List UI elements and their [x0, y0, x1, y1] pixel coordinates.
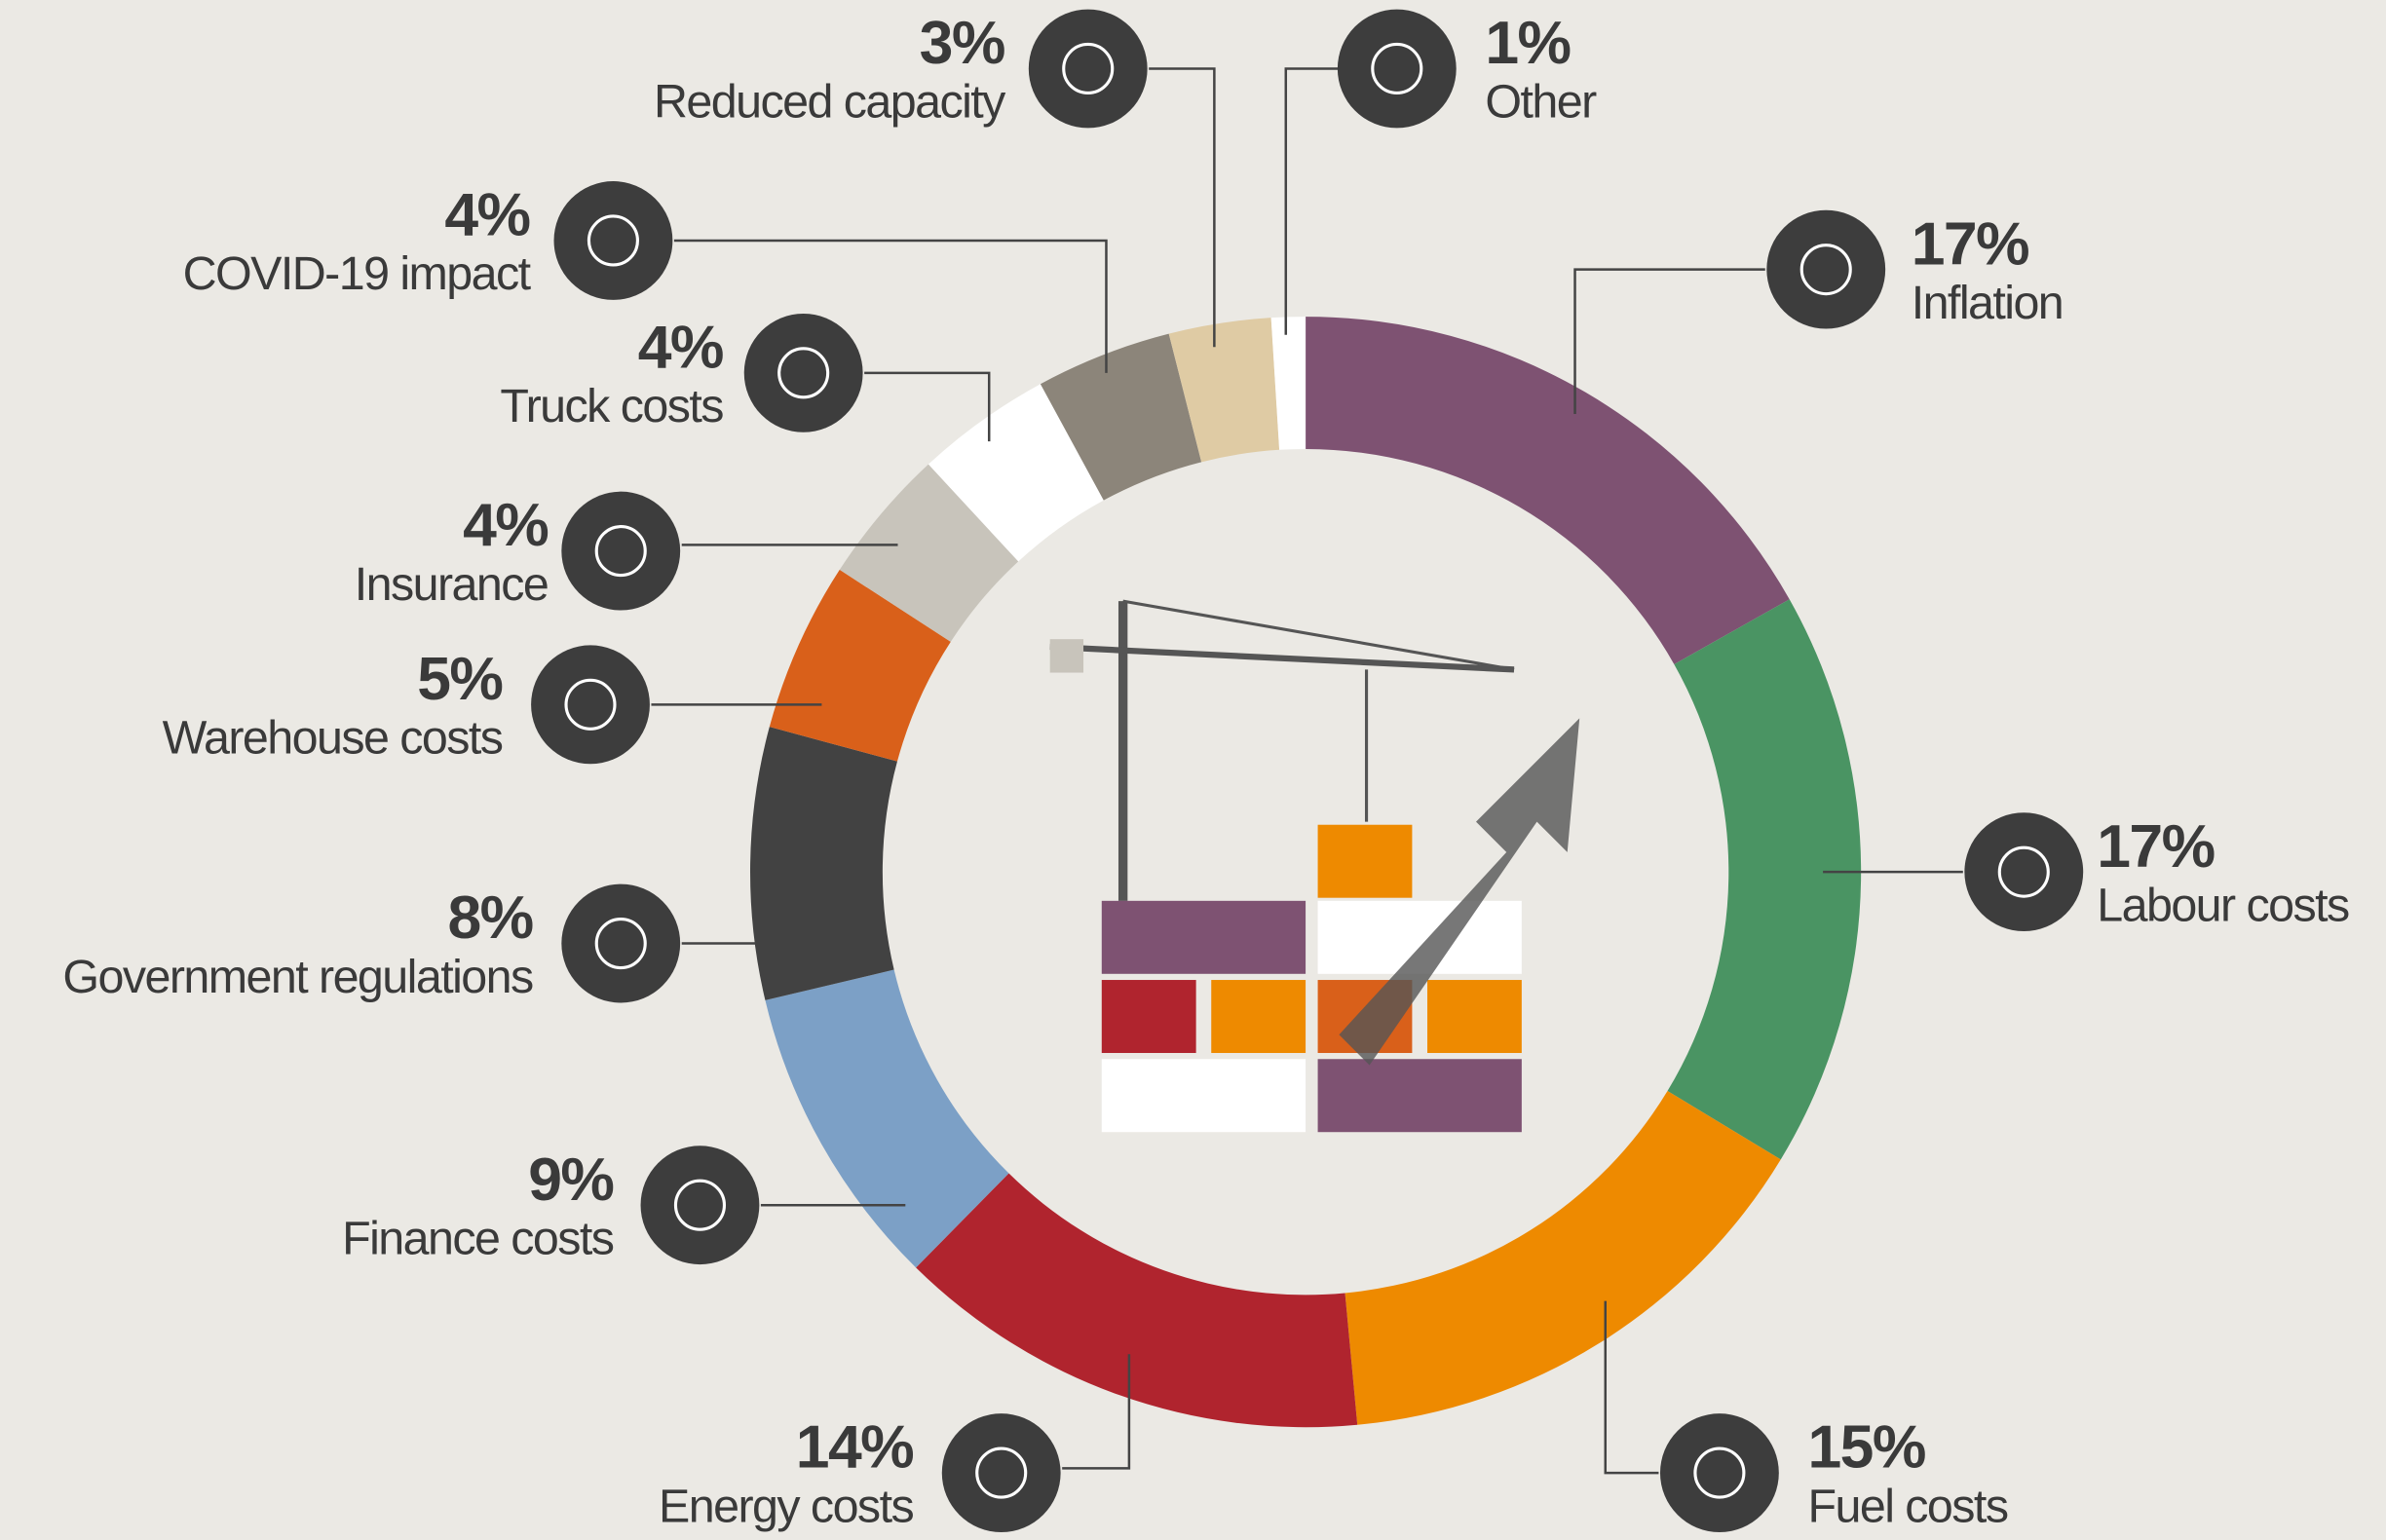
donut-slice — [916, 1173, 1358, 1428]
donut-slice — [765, 969, 1009, 1268]
percent-label: 1% — [1485, 9, 1570, 77]
icon-circle — [743, 313, 863, 432]
percent-label: 17% — [1912, 209, 2028, 278]
percent-label: 3% — [920, 9, 1004, 77]
percent-label: 4% — [463, 491, 548, 559]
category-label: Truck costs — [500, 380, 723, 432]
icon-circle — [561, 883, 681, 1003]
icon-glyph — [587, 214, 639, 267]
category-label: Insurance — [355, 558, 549, 611]
icon-circle — [1028, 9, 1148, 129]
category-label: Energy costs — [659, 1480, 913, 1532]
percent-label: 8% — [447, 883, 532, 952]
donut-slice — [769, 569, 951, 762]
percent-label: 14% — [796, 1413, 913, 1482]
percent-label: 4% — [638, 313, 723, 381]
icon-glyph — [1997, 845, 2050, 898]
icon-circle — [561, 491, 681, 611]
icon-circle — [531, 645, 650, 765]
percent-label: 15% — [1807, 1413, 1924, 1482]
donut-slice — [1270, 317, 1307, 450]
percent-label: 5% — [417, 645, 502, 713]
icon-circle — [941, 1413, 1061, 1532]
category-label: Other — [1485, 76, 1597, 129]
percent-label: 9% — [528, 1146, 613, 1214]
donut-slice — [928, 384, 1104, 562]
icon-glyph — [673, 1179, 727, 1231]
icon-circle — [1964, 812, 2084, 932]
icon-circle — [1766, 209, 1886, 329]
icon-circle — [640, 1146, 760, 1265]
category-label: Inflation — [1912, 277, 2063, 329]
leader-line — [673, 239, 1108, 373]
leader-line — [1062, 1354, 1131, 1470]
donut-slice — [839, 464, 1019, 642]
donut-slice — [1667, 599, 1862, 1160]
leader-line — [864, 371, 991, 442]
category-label: Warehouse costs — [163, 712, 503, 765]
center-illustration — [1049, 599, 1580, 1133]
donut-slice — [1040, 333, 1202, 501]
donut-slice — [1306, 317, 1790, 664]
category-label: COVID-19 impact — [183, 247, 532, 300]
icon-glyph — [777, 347, 830, 399]
icon-glyph — [1062, 42, 1115, 95]
icon-circle — [1337, 9, 1457, 129]
leader-line — [1604, 1300, 1659, 1475]
category-label: Finance costs — [342, 1212, 614, 1264]
icon-glyph — [1371, 42, 1423, 95]
icon-glyph — [594, 525, 647, 578]
percent-label: 17% — [2097, 812, 2214, 881]
icon-glyph — [594, 918, 647, 970]
icon-circle — [1659, 1413, 1779, 1532]
category-label: Government regulations — [62, 951, 533, 1003]
category-label: Labour costs — [2097, 879, 2349, 931]
donut-slice — [1344, 1090, 1781, 1425]
leader-line — [1284, 67, 1340, 335]
leader-line — [1149, 67, 1216, 348]
category-label: Fuel costs — [1807, 1480, 2007, 1532]
leader-line — [1573, 268, 1765, 415]
icon-glyph — [975, 1446, 1028, 1499]
icon-glyph — [1799, 244, 1852, 296]
donut-slice — [749, 727, 897, 1000]
icon-glyph — [1693, 1446, 1746, 1499]
category-label: Reduced capacity — [654, 76, 1006, 129]
percent-label: 4% — [444, 181, 529, 249]
donut-slice — [1168, 318, 1280, 463]
icon-glyph — [564, 678, 617, 731]
icon-circle — [553, 181, 673, 300]
